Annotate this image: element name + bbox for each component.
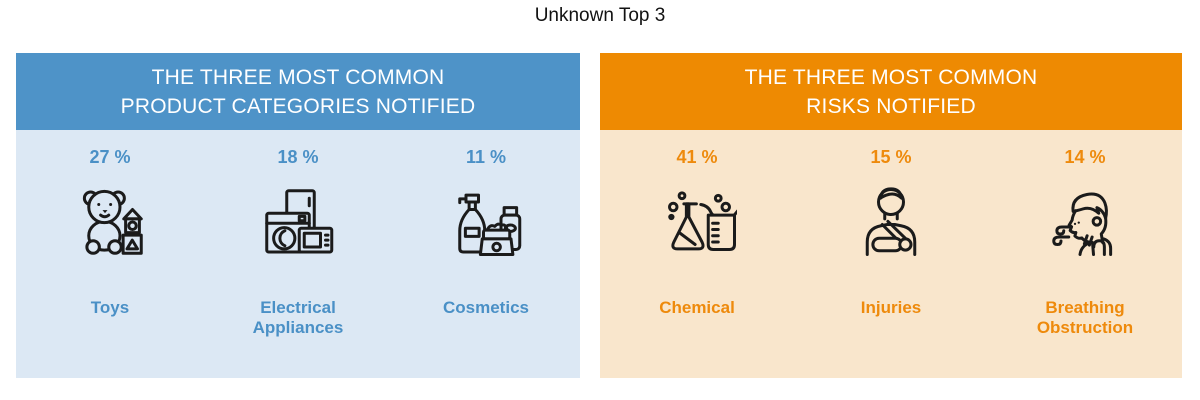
category-label: Cosmetics bbox=[443, 298, 529, 317]
header-line2: RISKS NOTIFIED bbox=[806, 94, 976, 118]
stat-item-chemical: 41 % Chemical bbox=[600, 130, 794, 318]
teddy-bear-blocks-icon bbox=[70, 182, 150, 262]
product-categories-panel: THE THREE MOST COMMON PRODUCT CATEGORIES… bbox=[16, 53, 580, 378]
header-line1: THE THREE MOST COMMON bbox=[151, 65, 445, 89]
percent-value: 14 % bbox=[1064, 147, 1106, 167]
percent-value: 15 % bbox=[870, 147, 912, 167]
stat-item-cosmetics: 11 % Cosmetics bbox=[392, 130, 580, 318]
electrical-appliances-icon bbox=[258, 182, 338, 262]
product-categories-header: THE THREE MOST COMMON PRODUCT CATEGORIES… bbox=[16, 53, 580, 130]
stat-item-breathing-obstruction: 14 % Breathing Obst bbox=[988, 130, 1182, 338]
category-label: Toys bbox=[90, 298, 130, 317]
stat-item-electrical-appliances: 18 % Electrical Appliances bbox=[204, 130, 392, 338]
risk-label: Chemical bbox=[659, 298, 735, 317]
header-line2: PRODUCT CATEGORIES NOTIFIED bbox=[120, 94, 476, 118]
percent-value: 11 % bbox=[465, 147, 507, 167]
percent-value: 18 % bbox=[277, 147, 319, 167]
risks-panel: THE THREE MOST COMMON RISKS NOTIFIED 41 … bbox=[600, 53, 1182, 378]
injured-arm-sling-icon bbox=[851, 182, 931, 262]
percent-value: 41 % bbox=[676, 147, 718, 167]
risk-label: Injuries bbox=[860, 298, 922, 317]
risk-label: Breathing Obstruction bbox=[1036, 298, 1134, 337]
coughing-person-icon bbox=[1045, 182, 1125, 262]
stat-item-injuries: 15 % Injuries bbox=[794, 130, 988, 318]
chemical-flasks-icon bbox=[657, 182, 737, 262]
page-title: Unknown Top 3 bbox=[534, 5, 666, 26]
stat-item-toys: 27 % bbox=[16, 130, 204, 318]
percent-value: 27 % bbox=[89, 147, 131, 167]
risks-header: THE THREE MOST COMMON RISKS NOTIFIED bbox=[600, 53, 1182, 130]
product-categories-body: 27 % bbox=[16, 130, 580, 378]
category-label: Electrical Appliances bbox=[252, 298, 344, 337]
risks-body: 41 % Chemical bbox=[600, 130, 1182, 378]
header-line1: THE THREE MOST COMMON bbox=[744, 65, 1038, 89]
cosmetics-icon bbox=[446, 182, 526, 262]
